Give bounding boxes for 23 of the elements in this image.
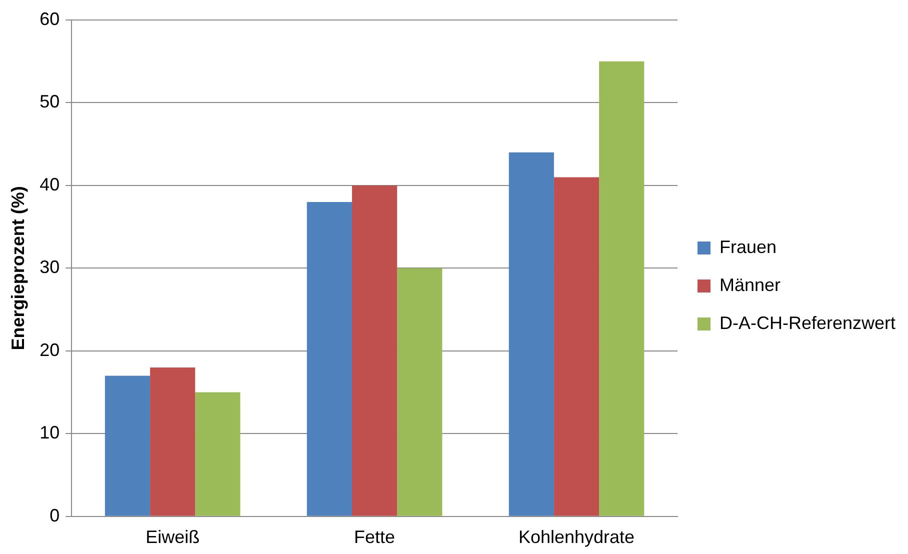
bar [554,177,600,516]
legend-label: Frauen [720,236,777,257]
bar [397,268,442,516]
bar [508,152,554,516]
y-tick-label: 20 [40,340,60,360]
x-tick-label: Kohlenhydrate [518,527,635,548]
y-tick-label: 30 [40,257,60,278]
bar [150,367,196,516]
bar [352,185,398,516]
bar [195,392,240,516]
legend-label: D-A-CH-Referenzwert [720,312,896,333]
x-tick-label: Eiweiß [146,527,200,548]
y-axis-title: Energieprozent (%) [8,186,28,350]
bar [104,376,150,516]
bar [599,61,644,516]
y-tick-label: 0 [50,505,60,526]
y-tick-label: 50 [40,92,60,112]
y-tick-label: 40 [40,174,60,194]
x-tick-label: Fette [354,527,396,548]
legend-label: Männer [720,274,781,295]
y-tick-label: 10 [40,422,60,443]
bar [306,202,352,516]
y-tick-label: 60 [40,8,60,29]
